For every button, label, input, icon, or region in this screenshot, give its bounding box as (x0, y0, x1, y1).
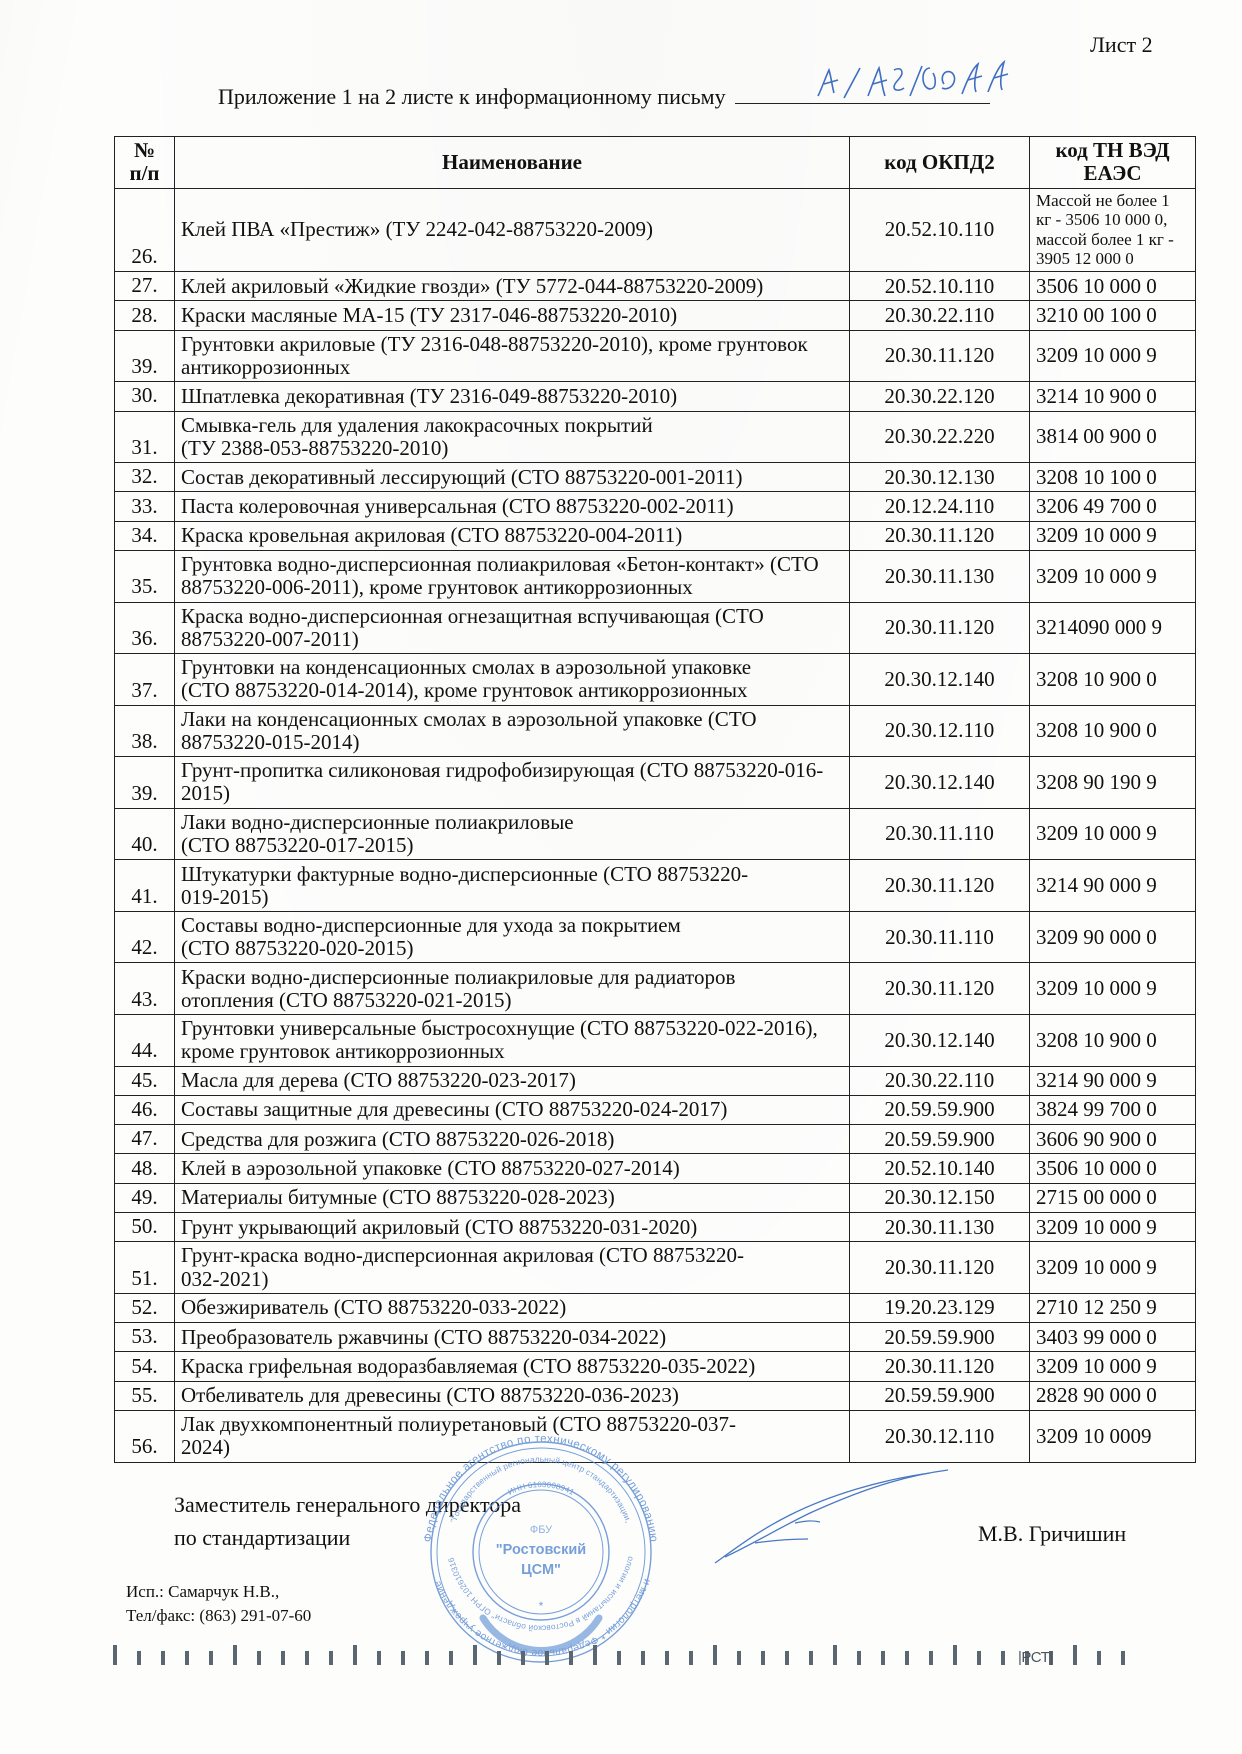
svg-text:ФБУ: ФБУ (530, 1524, 553, 1536)
svg-text:*: * (539, 1599, 544, 1613)
svg-text:ЦСМ": ЦСМ" (521, 1562, 561, 1578)
svg-text:"Ростовский: "Ростовский (496, 1542, 586, 1558)
